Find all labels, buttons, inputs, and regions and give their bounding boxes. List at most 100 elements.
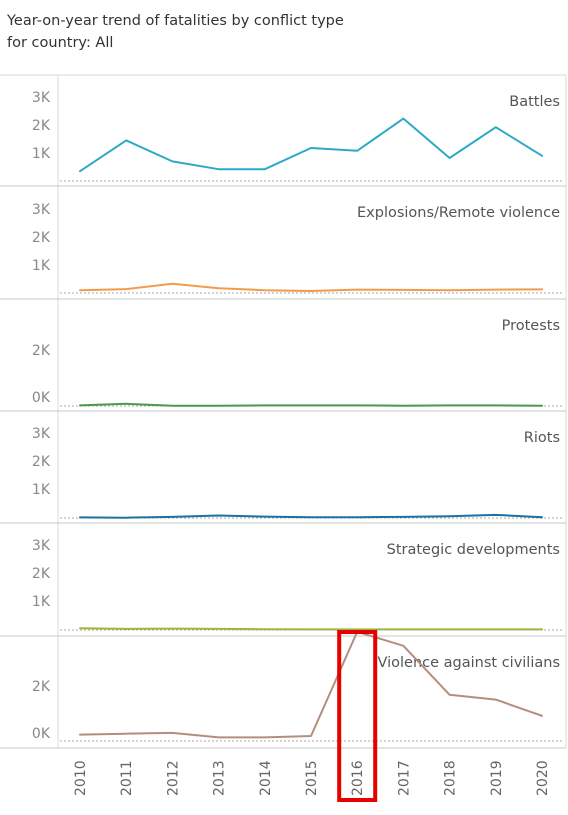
y-tick-label: 1K bbox=[32, 258, 51, 274]
y-tick-label: 2K bbox=[32, 454, 51, 470]
data-point bbox=[310, 147, 312, 149]
panel-riots: 3K 2K 1K Riots bbox=[0, 426, 566, 524]
x-tick-label: 2010 bbox=[73, 760, 89, 796]
y-tick-label: 2K bbox=[32, 118, 51, 134]
data-point bbox=[171, 160, 173, 162]
chart-title-line-1: Year-on-year trend of fatalities by conf… bbox=[7, 13, 344, 29]
data-point bbox=[449, 404, 451, 406]
data-point bbox=[541, 155, 543, 157]
data-point bbox=[356, 150, 358, 152]
data-point bbox=[310, 735, 312, 737]
y-tick-label: 2K bbox=[32, 343, 51, 359]
data-point bbox=[125, 403, 127, 405]
y-tick-label: 3K bbox=[32, 426, 51, 442]
series-line-violence-against-civilians bbox=[79, 630, 543, 739]
y-tick-label: 3K bbox=[32, 202, 51, 218]
data-point bbox=[264, 289, 266, 291]
data-point bbox=[449, 157, 451, 159]
chart-title: Year-on-year trend of fatalities by conf… bbox=[7, 10, 344, 54]
data-point bbox=[79, 404, 81, 406]
data-point bbox=[402, 405, 404, 407]
data-point bbox=[79, 627, 81, 629]
data-point bbox=[264, 516, 266, 518]
data-point bbox=[171, 628, 173, 630]
chart-title-line-2: for country: All bbox=[7, 35, 114, 51]
y-tick-label: 3K bbox=[32, 90, 51, 106]
data-point bbox=[125, 628, 127, 630]
data-point bbox=[125, 733, 127, 735]
data-point bbox=[356, 516, 358, 518]
panel-label: Violence against civilians bbox=[378, 655, 560, 671]
data-point bbox=[449, 628, 451, 630]
panel-label: Explosions/Remote violence bbox=[357, 205, 560, 221]
x-tick-label: 2012 bbox=[165, 760, 181, 796]
y-tick-label: 2K bbox=[32, 679, 51, 695]
data-point bbox=[495, 699, 497, 701]
data-point bbox=[125, 517, 127, 519]
y-tick-label: 3K bbox=[32, 538, 51, 554]
data-point bbox=[264, 168, 266, 170]
data-point bbox=[449, 694, 451, 696]
panel-strategic-developments: 3K 2K 1K Strategic developments bbox=[0, 538, 566, 637]
data-point bbox=[541, 715, 543, 717]
x-tick-label: 2014 bbox=[258, 760, 274, 796]
data-point bbox=[541, 628, 543, 630]
data-point bbox=[449, 289, 451, 291]
data-point bbox=[402, 628, 404, 630]
data-point bbox=[218, 405, 220, 407]
series-line-riots bbox=[79, 513, 543, 519]
x-tick-label: 2019 bbox=[489, 760, 505, 796]
panel-violence-against-civilians: 2K 0K Violence against civilians bbox=[0, 630, 566, 749]
series-line-explosions-remote-violence bbox=[79, 282, 543, 292]
data-point bbox=[218, 515, 220, 517]
data-point bbox=[218, 287, 220, 289]
data-point bbox=[310, 404, 312, 406]
y-tick-label: 0K bbox=[32, 390, 51, 406]
highlight-box-2016 bbox=[337, 630, 378, 802]
x-tick-label: 2013 bbox=[212, 760, 228, 796]
data-point bbox=[171, 283, 173, 285]
data-point bbox=[264, 628, 266, 630]
x-tick-label: 2020 bbox=[535, 760, 551, 796]
panel-label: Riots bbox=[524, 430, 560, 446]
data-point bbox=[402, 516, 404, 518]
data-point bbox=[310, 516, 312, 518]
data-point bbox=[356, 289, 358, 291]
data-point bbox=[171, 405, 173, 407]
data-point bbox=[264, 736, 266, 738]
data-point bbox=[310, 290, 312, 292]
data-point bbox=[264, 404, 266, 406]
data-point bbox=[125, 139, 127, 141]
y-tick-label: 2K bbox=[32, 566, 51, 582]
y-tick-label: 1K bbox=[32, 146, 51, 162]
data-point bbox=[449, 515, 451, 517]
data-point bbox=[541, 516, 543, 518]
data-point bbox=[402, 289, 404, 291]
data-point bbox=[218, 168, 220, 170]
series-line-strategic-developments bbox=[79, 627, 543, 631]
data-point bbox=[495, 514, 497, 516]
data-point bbox=[125, 288, 127, 290]
data-point bbox=[495, 126, 497, 128]
y-tick-label: 1K bbox=[32, 594, 51, 610]
data-point bbox=[218, 736, 220, 738]
series-line-protests bbox=[79, 402, 543, 407]
data-point bbox=[541, 405, 543, 407]
x-tick-label: 2015 bbox=[304, 760, 320, 796]
data-point bbox=[541, 288, 543, 290]
data-point bbox=[402, 645, 404, 647]
data-point bbox=[495, 404, 497, 406]
data-point bbox=[79, 289, 81, 291]
panel-label: Protests bbox=[502, 318, 560, 334]
data-point bbox=[356, 404, 358, 406]
y-tick-label: 1K bbox=[32, 482, 51, 498]
y-tick-label: 2K bbox=[32, 230, 51, 246]
data-point bbox=[79, 170, 81, 172]
data-point bbox=[218, 628, 220, 630]
x-tick-label: 2016 bbox=[350, 760, 366, 796]
series-line-battles bbox=[79, 117, 543, 173]
x-tick-label: 2018 bbox=[443, 760, 459, 796]
panel-label: Battles bbox=[509, 94, 560, 110]
panel-explosions-remote-violence: 3K 2K 1K Explosions/Remote violence bbox=[0, 202, 566, 300]
